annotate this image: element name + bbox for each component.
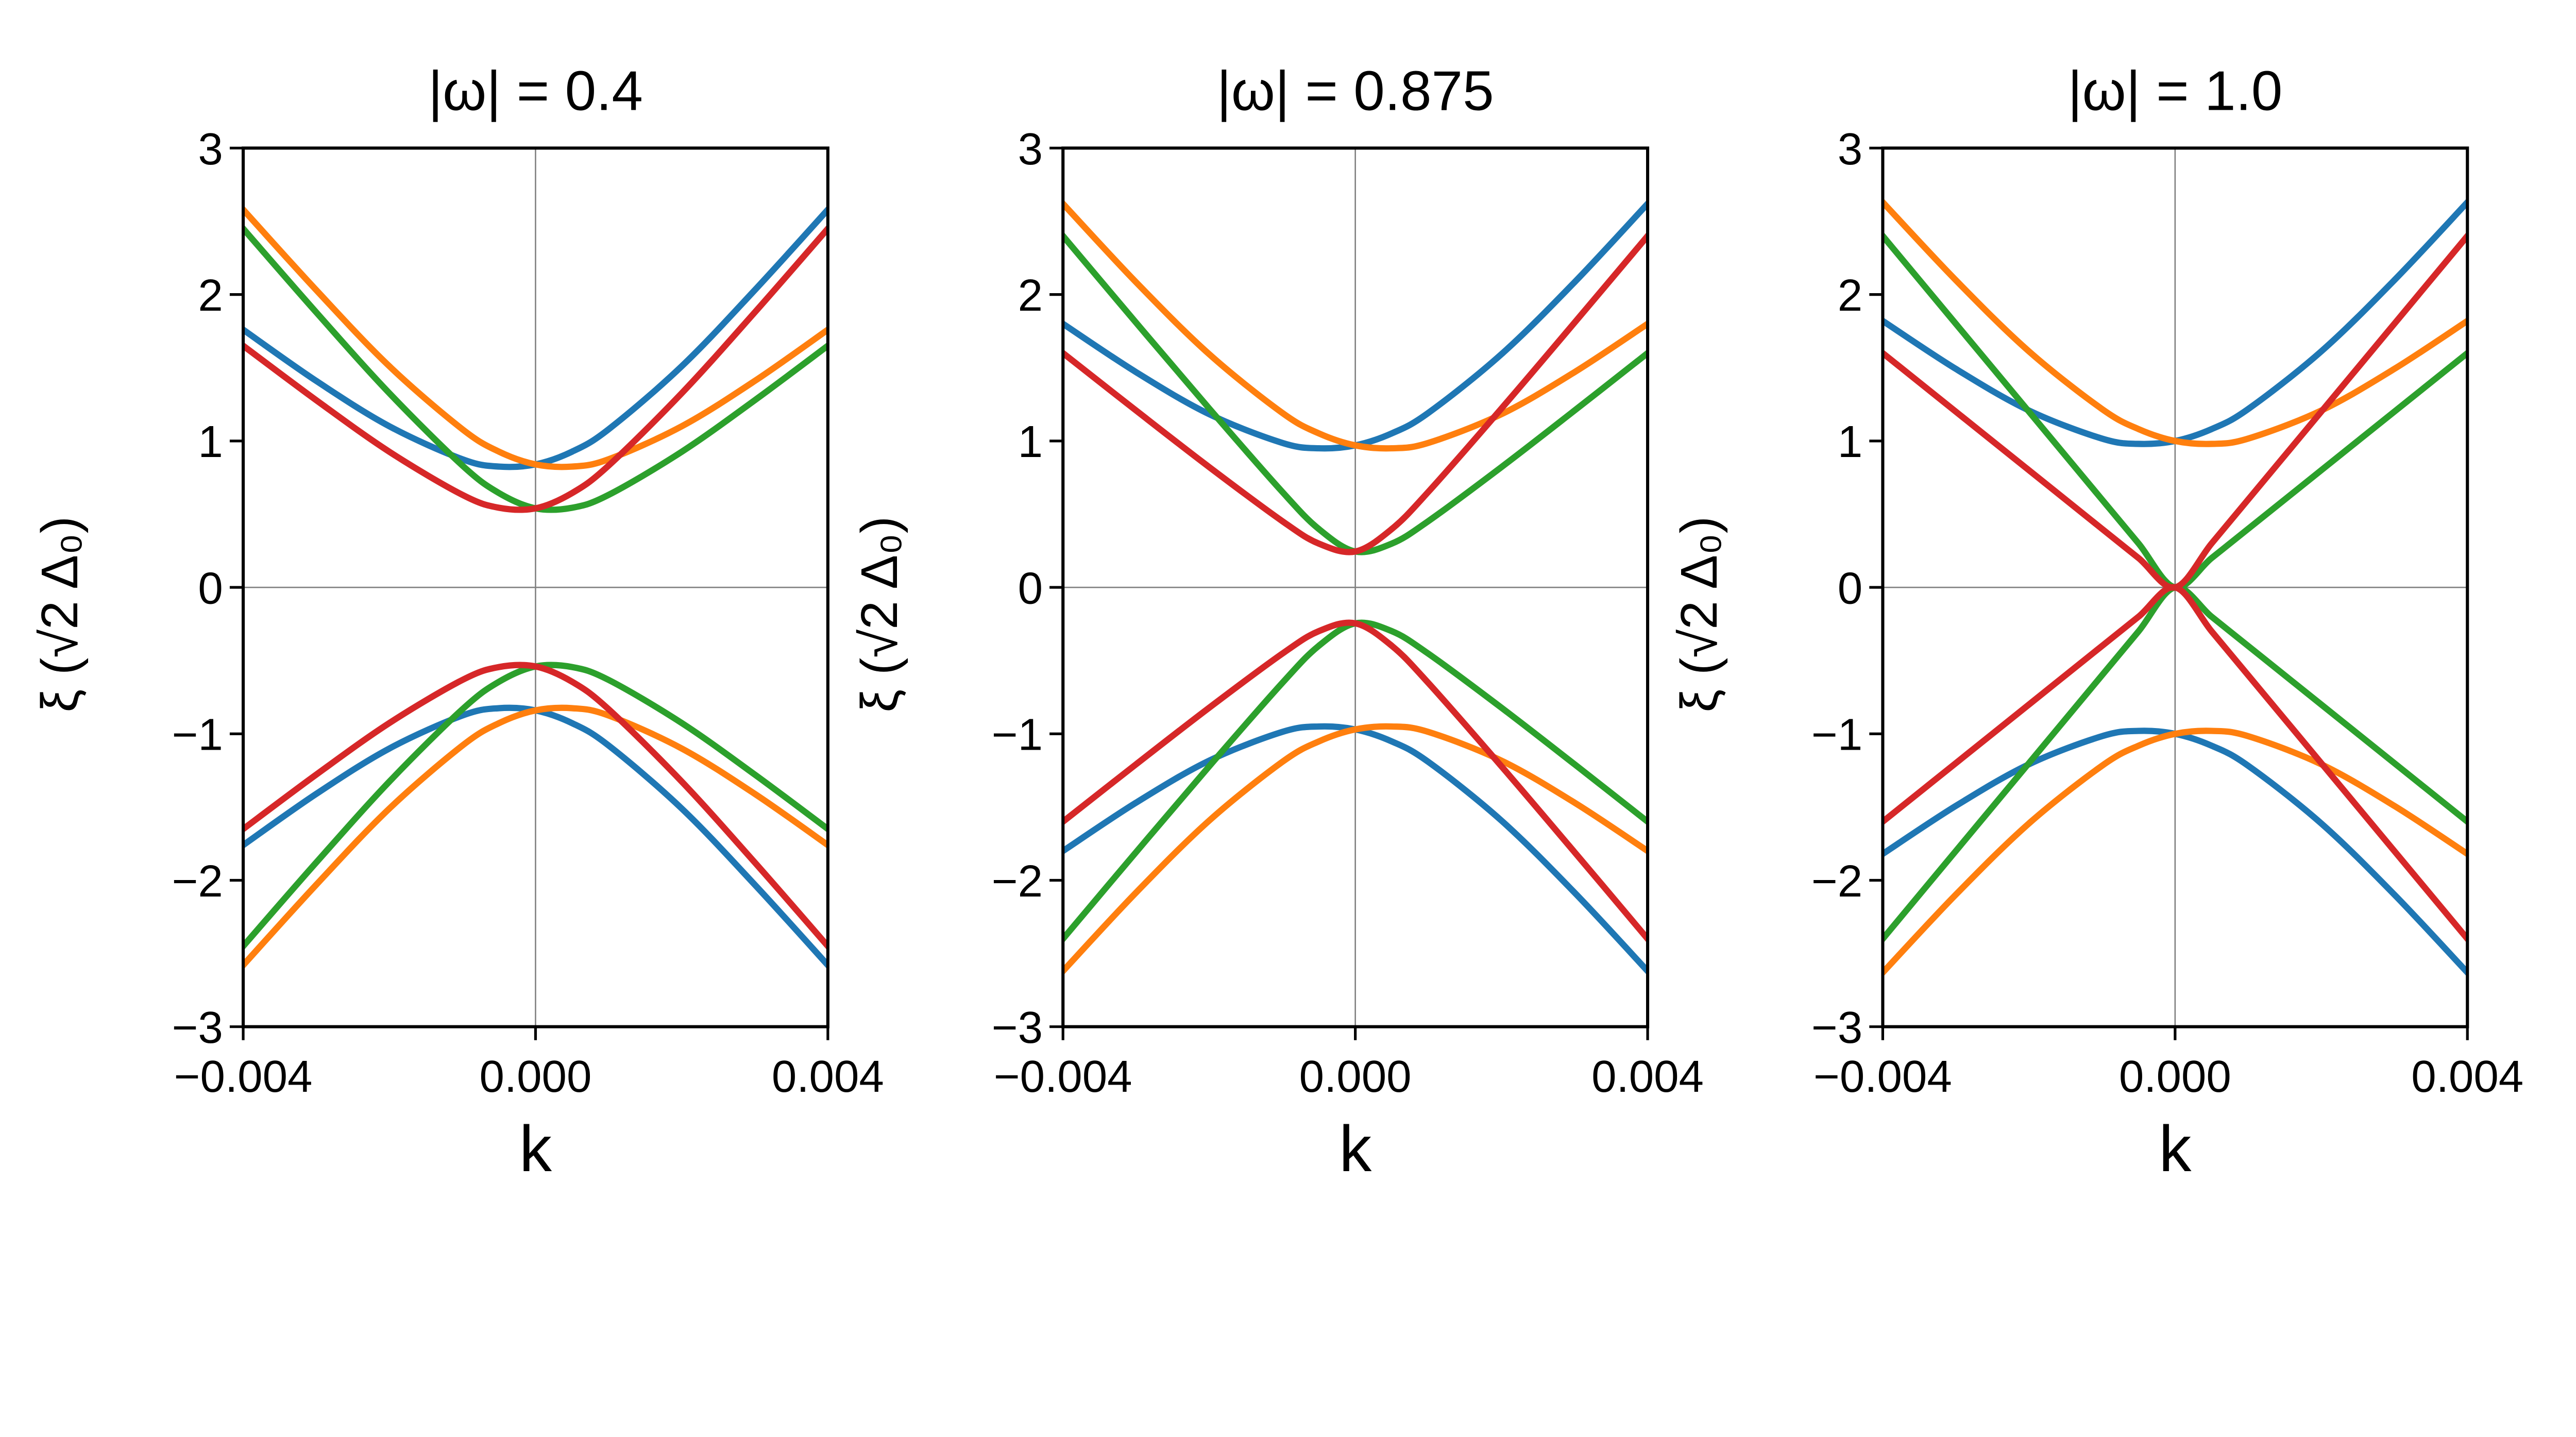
y-tick-label: −1 [1811,710,1862,760]
x-tick-label: 0.000 [479,1052,591,1102]
y-tick-label: −2 [992,856,1043,906]
y-axis-label: ξ (√2 Δ₀) [1670,516,1728,713]
series-line-7 [243,224,828,513]
series-line-8 [243,662,828,951]
x-tick-label: 0.000 [1299,1052,1412,1102]
y-tick-label: 0 [1838,563,1862,613]
x-tick-label: −0.004 [1814,1052,1952,1102]
series-line-7 [1063,231,1648,555]
y-tick-label: 0 [1018,563,1043,613]
plot-area [243,205,828,970]
x-tick-label: 0.004 [772,1052,884,1102]
y-tick-label: 2 [198,271,223,320]
y-tick-label: −1 [992,710,1043,760]
x-tick-label: 0.000 [2119,1052,2231,1102]
series-line-8 [1883,584,2468,943]
subplot-title: |ω| = 0.4 [428,59,643,122]
y-axis-label: ξ (√2 Δ₀) [851,516,908,713]
series-line-4 [1063,723,1648,976]
x-tick-label: 0.004 [1591,1052,1704,1102]
y-tick-label: 1 [198,417,223,467]
plot-area [1883,197,2468,977]
subplot-title: |ω| = 0.875 [1217,59,1494,122]
series-line-4 [243,704,828,970]
y-tick-label: −2 [172,856,223,906]
y-tick-label: 3 [1018,124,1043,174]
y-tick-label: 0 [198,563,223,613]
subplot-title: |ω| = 1.0 [2067,59,2282,122]
x-tick-label: 0.004 [2411,1052,2523,1102]
series-line-3 [1883,197,2468,447]
series-line-4 [1883,728,2468,977]
y-axis-label: ξ (√2 Δ₀) [31,516,89,713]
x-axis-label: k [519,1112,552,1185]
y-tick-label: −3 [1811,1003,1862,1053]
x-tick-label: −0.004 [174,1052,313,1102]
x-axis-label: k [2159,1112,2192,1185]
y-tick-label: −3 [172,1003,223,1053]
y-tick-label: 1 [1838,417,1862,467]
y-tick-label: −3 [992,1003,1043,1053]
y-tick-label: 1 [1018,417,1043,467]
series-line-3 [1063,199,1648,452]
subplot-1: −3 −2 −1 0 1 2 3 −0.004 0.000 0.004 |ω| = 0.4 k ξ (√… [31,59,884,1185]
y-tick-label: 3 [198,124,223,174]
figure: −3 −2 −1 0 1 2 3 −0.004 0.000 0.004 |ω| = 0.4 k ξ (√… [31,59,2523,1185]
subplot-2: −3 −2 −1 0 1 2 3 −0.004 0.000 0.004 |ω| = 0.875 k ξ … [851,59,1704,1185]
series-line-8 [1063,619,1648,943]
x-axis-label: k [1339,1112,1372,1185]
y-tick-label: 3 [1838,124,1862,174]
y-tick-label: −1 [172,710,223,760]
x-tick-label: −0.004 [994,1052,1132,1102]
subplot-3: −3 −2 −1 0 1 2 3 −0.004 0.000 0.004 |ω| = 1.0 k ξ (√… [1670,59,2523,1185]
y-tick-label: 2 [1838,271,1862,320]
y-tick-label: −2 [1811,856,1862,906]
y-tick-label: 2 [1018,271,1043,320]
series-line-3 [243,205,828,470]
plot-area [1063,199,1648,976]
